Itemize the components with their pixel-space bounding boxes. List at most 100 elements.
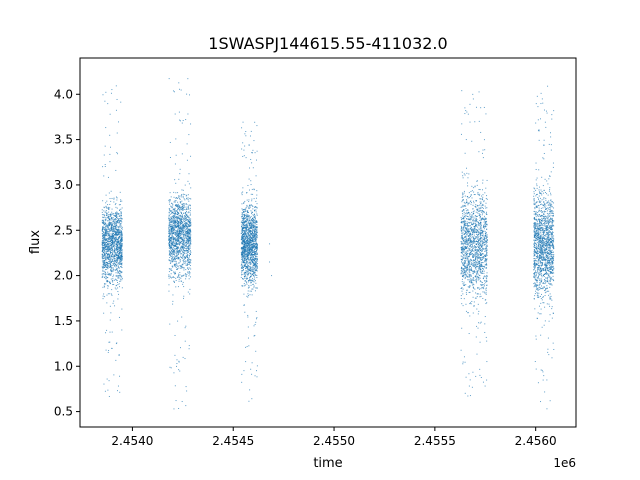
data-point <box>252 233 254 235</box>
data-point <box>115 85 117 87</box>
data-point <box>254 260 256 262</box>
data-point <box>249 231 251 233</box>
data-point <box>465 224 467 226</box>
data-point <box>247 232 249 234</box>
data-point <box>240 276 242 278</box>
data-point <box>249 135 251 137</box>
data-point <box>480 259 482 261</box>
data-point <box>185 276 187 278</box>
data-point <box>248 260 250 262</box>
data-point <box>168 238 170 240</box>
data-point <box>175 238 177 240</box>
data-point <box>465 241 467 243</box>
data-point <box>118 249 120 251</box>
data-point <box>245 249 247 251</box>
data-point <box>106 250 108 252</box>
data-point <box>118 231 120 233</box>
data-point <box>173 253 175 255</box>
data-point <box>104 219 106 221</box>
data-point <box>108 220 110 222</box>
data-point <box>180 195 182 197</box>
data-point <box>168 242 170 244</box>
data-point <box>115 215 117 217</box>
data-point <box>106 216 108 218</box>
data-point <box>467 250 469 252</box>
data-point <box>114 226 116 228</box>
data-point <box>472 239 474 241</box>
data-point <box>108 248 110 250</box>
data-point <box>472 223 474 225</box>
data-point <box>478 287 480 289</box>
data-point <box>115 275 117 277</box>
data-point <box>253 236 255 238</box>
data-point <box>111 213 113 215</box>
data-point <box>251 232 253 234</box>
data-point <box>103 240 105 242</box>
data-point <box>247 225 249 227</box>
data-point <box>119 248 121 250</box>
data-point <box>188 259 190 261</box>
data-point <box>183 274 185 276</box>
data-point <box>256 150 258 152</box>
data-point <box>480 205 482 207</box>
data-point <box>479 271 481 273</box>
data-point <box>108 208 110 210</box>
data-point <box>253 189 255 191</box>
data-point <box>179 240 181 242</box>
data-point <box>187 229 189 231</box>
data-point <box>244 241 246 243</box>
data-point <box>252 284 254 286</box>
data-point <box>247 233 249 235</box>
data-point <box>247 287 249 289</box>
data-point <box>244 227 246 229</box>
data-point <box>174 219 176 221</box>
data-point <box>256 247 258 249</box>
data-point <box>254 375 256 377</box>
data-point <box>470 235 472 237</box>
data-point <box>120 239 122 241</box>
data-point <box>108 241 110 243</box>
data-point <box>112 230 114 232</box>
data-point <box>111 294 113 296</box>
data-point <box>109 247 111 249</box>
data-point <box>119 280 121 282</box>
data-point <box>171 269 173 271</box>
data-point <box>104 258 106 260</box>
data-point <box>254 241 256 243</box>
data-point <box>102 264 104 266</box>
data-point <box>471 250 473 252</box>
data-point <box>179 214 181 216</box>
data-point <box>113 259 115 261</box>
data-point <box>106 257 108 259</box>
data-point <box>114 204 116 206</box>
data-point <box>105 251 107 253</box>
data-point <box>118 267 120 269</box>
data-point <box>102 269 104 271</box>
data-point <box>171 212 173 214</box>
data-point <box>256 220 258 222</box>
data-point <box>106 232 108 234</box>
data-point <box>120 200 122 202</box>
data-point <box>245 238 247 240</box>
data-point <box>477 260 479 262</box>
data-point <box>256 270 258 272</box>
data-point <box>484 230 486 232</box>
data-point <box>470 190 472 192</box>
data-point <box>181 221 183 223</box>
data-point <box>174 265 176 267</box>
data-point <box>107 257 109 259</box>
data-point <box>107 265 109 267</box>
data-point <box>175 154 177 156</box>
data-point <box>244 274 246 276</box>
data-point <box>243 230 245 232</box>
data-point <box>187 251 189 253</box>
data-point <box>173 209 175 211</box>
data-point <box>175 241 177 243</box>
data-point <box>108 207 110 209</box>
data-point <box>251 269 253 271</box>
data-point <box>254 257 256 259</box>
data-point <box>115 259 117 261</box>
data-point <box>172 227 174 229</box>
data-point <box>189 253 191 255</box>
data-point <box>245 244 247 246</box>
